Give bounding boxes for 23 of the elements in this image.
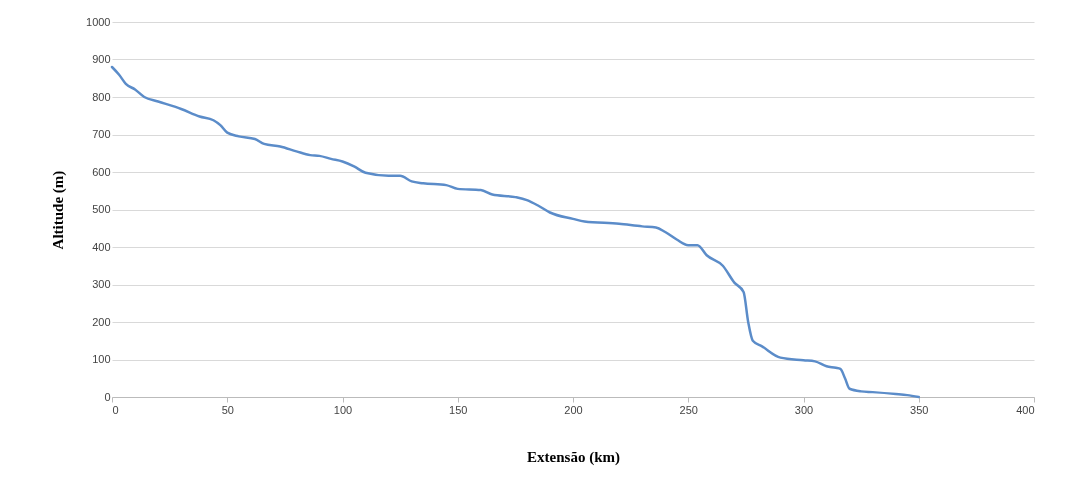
y-tick-label: 200 (92, 315, 111, 328)
y-tick-label: 900 (92, 53, 111, 65)
y-tick-label: 800 (92, 90, 111, 103)
y-tick-label: 700 (92, 128, 111, 140)
y-tick-label: 400 (92, 240, 111, 253)
y-tick-label: 500 (92, 203, 111, 215)
x-tick-label: 300 (794, 403, 814, 416)
x-tick-label: 400 (1016, 403, 1035, 416)
x-axis-title: Extensão (km) (527, 448, 620, 466)
x-tick-label: 100 (333, 403, 353, 416)
x-tick-label: 250 (679, 403, 698, 416)
y-tick-label: 0 (104, 390, 111, 403)
y-tick-label: 300 (92, 278, 111, 290)
y-tick-label: 100 (92, 353, 111, 365)
y-tick-label: 600 (92, 165, 111, 178)
x-tick-label: 0 (112, 403, 119, 416)
x-tick-label: 200 (564, 403, 583, 416)
y-tick-label: 1000 (86, 15, 111, 28)
line-series (110, 65, 920, 399)
x-tick-label: 50 (221, 403, 234, 416)
x-tick-label: 350 (910, 403, 929, 416)
x-tick-label: 150 (449, 403, 468, 416)
y-axis-title: Altitude (m) (50, 170, 68, 250)
